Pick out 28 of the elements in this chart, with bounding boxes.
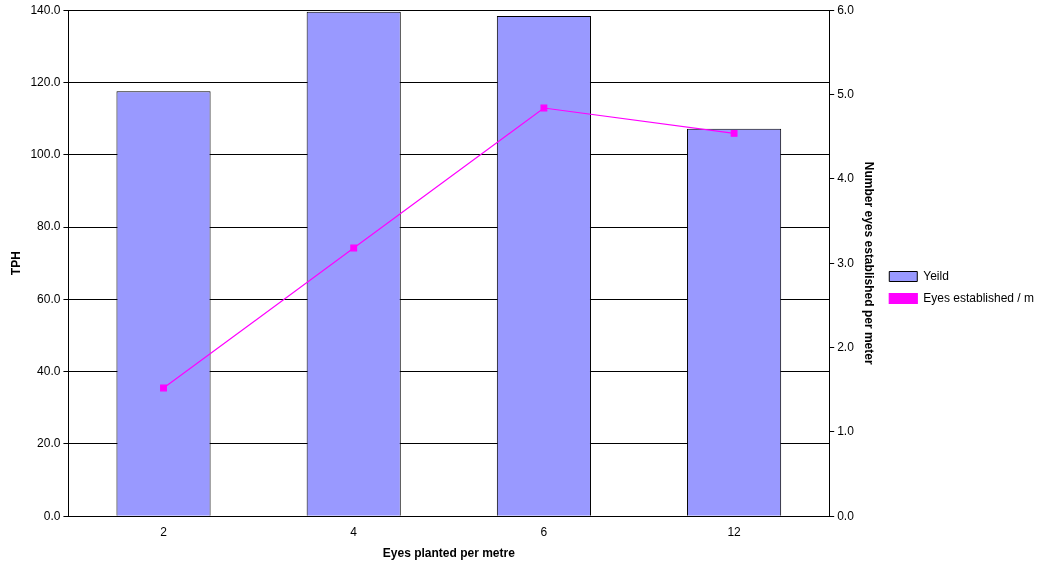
legend-label: Yeild xyxy=(923,268,949,283)
y-tick-label: 120.0 xyxy=(30,74,61,89)
y-tick-label: 140.0 xyxy=(30,2,61,17)
y-tick-label: 20.0 xyxy=(37,436,61,451)
x-tick-label: 12 xyxy=(727,524,742,539)
y2-tick-label: 3.0 xyxy=(837,255,855,270)
y2-axis-title: Number eyes established per meter xyxy=(861,161,876,365)
y-tick-label: 40.0 xyxy=(37,363,61,378)
y-tick-label: 0.0 xyxy=(43,508,61,523)
y2-tick-label: 0.0 xyxy=(837,508,855,523)
point xyxy=(540,104,548,112)
x-tick-label: 2 xyxy=(160,524,168,539)
y2-tick-label: 6.0 xyxy=(837,2,855,17)
y-tick-label: 80.0 xyxy=(37,219,61,234)
y2-tick-label: 2.0 xyxy=(837,339,855,354)
x-axis-title: Eyes planted per metre xyxy=(382,546,516,561)
legend-label: Eyes established / m xyxy=(923,290,1034,305)
y-tick-label: 60.0 xyxy=(37,291,61,306)
point xyxy=(730,129,738,137)
x-tick-label: 6 xyxy=(540,524,548,539)
y-axis-title: TPH xyxy=(8,251,23,276)
y2-tick-label: 1.0 xyxy=(837,424,855,439)
point xyxy=(160,384,167,392)
x-tick-label: 4 xyxy=(350,524,358,539)
point xyxy=(350,244,358,252)
y2-tick-label: 4.0 xyxy=(837,171,855,186)
y-tick-label: 100.0 xyxy=(30,147,61,162)
y2-tick-label: 5.0 xyxy=(837,86,855,101)
